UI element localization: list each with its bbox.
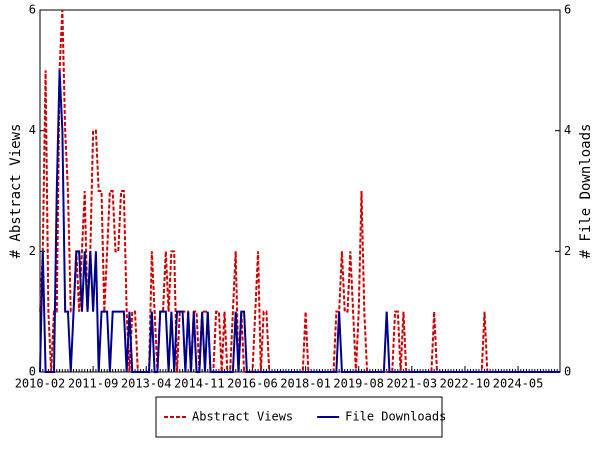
plot-border [39,9,561,373]
x-tick-label: 2022-10 [440,377,491,391]
x-tick-label: 2019-08 [333,377,384,391]
y2-tick-label: 0 [564,365,571,379]
legend-box [155,396,443,438]
series-line [39,9,560,373]
x-tick-label: 2018-01 [280,377,331,391]
x-tick-label: 2011-09 [68,377,119,391]
x-tick-label: 2024-05 [493,377,544,391]
x-tick-label: 2013-04 [121,377,172,391]
series-line [39,70,560,373]
y2-axis-title: # File Downloads [578,124,594,259]
y2-tick-label: 4 [564,123,571,137]
legend-label: File Downloads [345,410,446,424]
y2-tick-label: 2 [564,244,571,258]
x-tick-label: 2016-06 [227,377,278,391]
legend-label: Abstract Views [192,410,293,424]
x-tick-label: 2014-11 [174,377,225,391]
y-axis-title: # Abstract Views [8,124,24,259]
y2-tick-label: 6 [564,3,571,17]
x-tick-label: 2021-03 [387,377,438,391]
y-tick-label: 2 [29,244,36,258]
x-tick-label: 2010-02 [15,377,66,391]
y-tick-label: 4 [29,123,36,137]
y-tick-label: 0 [29,365,36,379]
y-tick-label: 6 [29,3,36,17]
